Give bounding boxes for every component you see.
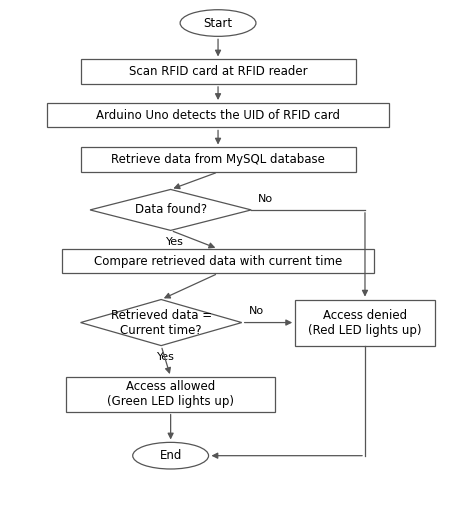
- Text: Yes: Yes: [157, 352, 175, 362]
- FancyBboxPatch shape: [81, 147, 356, 172]
- Polygon shape: [81, 300, 242, 346]
- Text: Retrieve data from MySQL database: Retrieve data from MySQL database: [111, 153, 325, 166]
- Text: Arduino Uno detects the UID of RFID card: Arduino Uno detects the UID of RFID card: [96, 109, 340, 122]
- Text: No: No: [258, 194, 273, 204]
- FancyBboxPatch shape: [295, 300, 435, 346]
- Text: End: End: [159, 449, 182, 462]
- Ellipse shape: [180, 10, 256, 36]
- Text: Compare retrieved data with current time: Compare retrieved data with current time: [94, 254, 342, 268]
- FancyBboxPatch shape: [62, 249, 374, 273]
- FancyBboxPatch shape: [81, 59, 356, 84]
- Text: Access allowed
(Green LED lights up): Access allowed (Green LED lights up): [107, 380, 234, 408]
- Text: Yes: Yes: [166, 237, 184, 247]
- FancyBboxPatch shape: [66, 377, 275, 412]
- FancyBboxPatch shape: [47, 103, 389, 127]
- Text: No: No: [249, 306, 264, 316]
- Text: Data found?: Data found?: [135, 203, 207, 217]
- Ellipse shape: [133, 442, 209, 469]
- Polygon shape: [90, 189, 251, 230]
- Text: Start: Start: [203, 16, 233, 30]
- Text: Scan RFID card at RFID reader: Scan RFID card at RFID reader: [129, 65, 307, 78]
- Text: Retrieved data =
Current time?: Retrieved data = Current time?: [110, 309, 212, 336]
- Text: Access denied
(Red LED lights up): Access denied (Red LED lights up): [308, 309, 422, 336]
